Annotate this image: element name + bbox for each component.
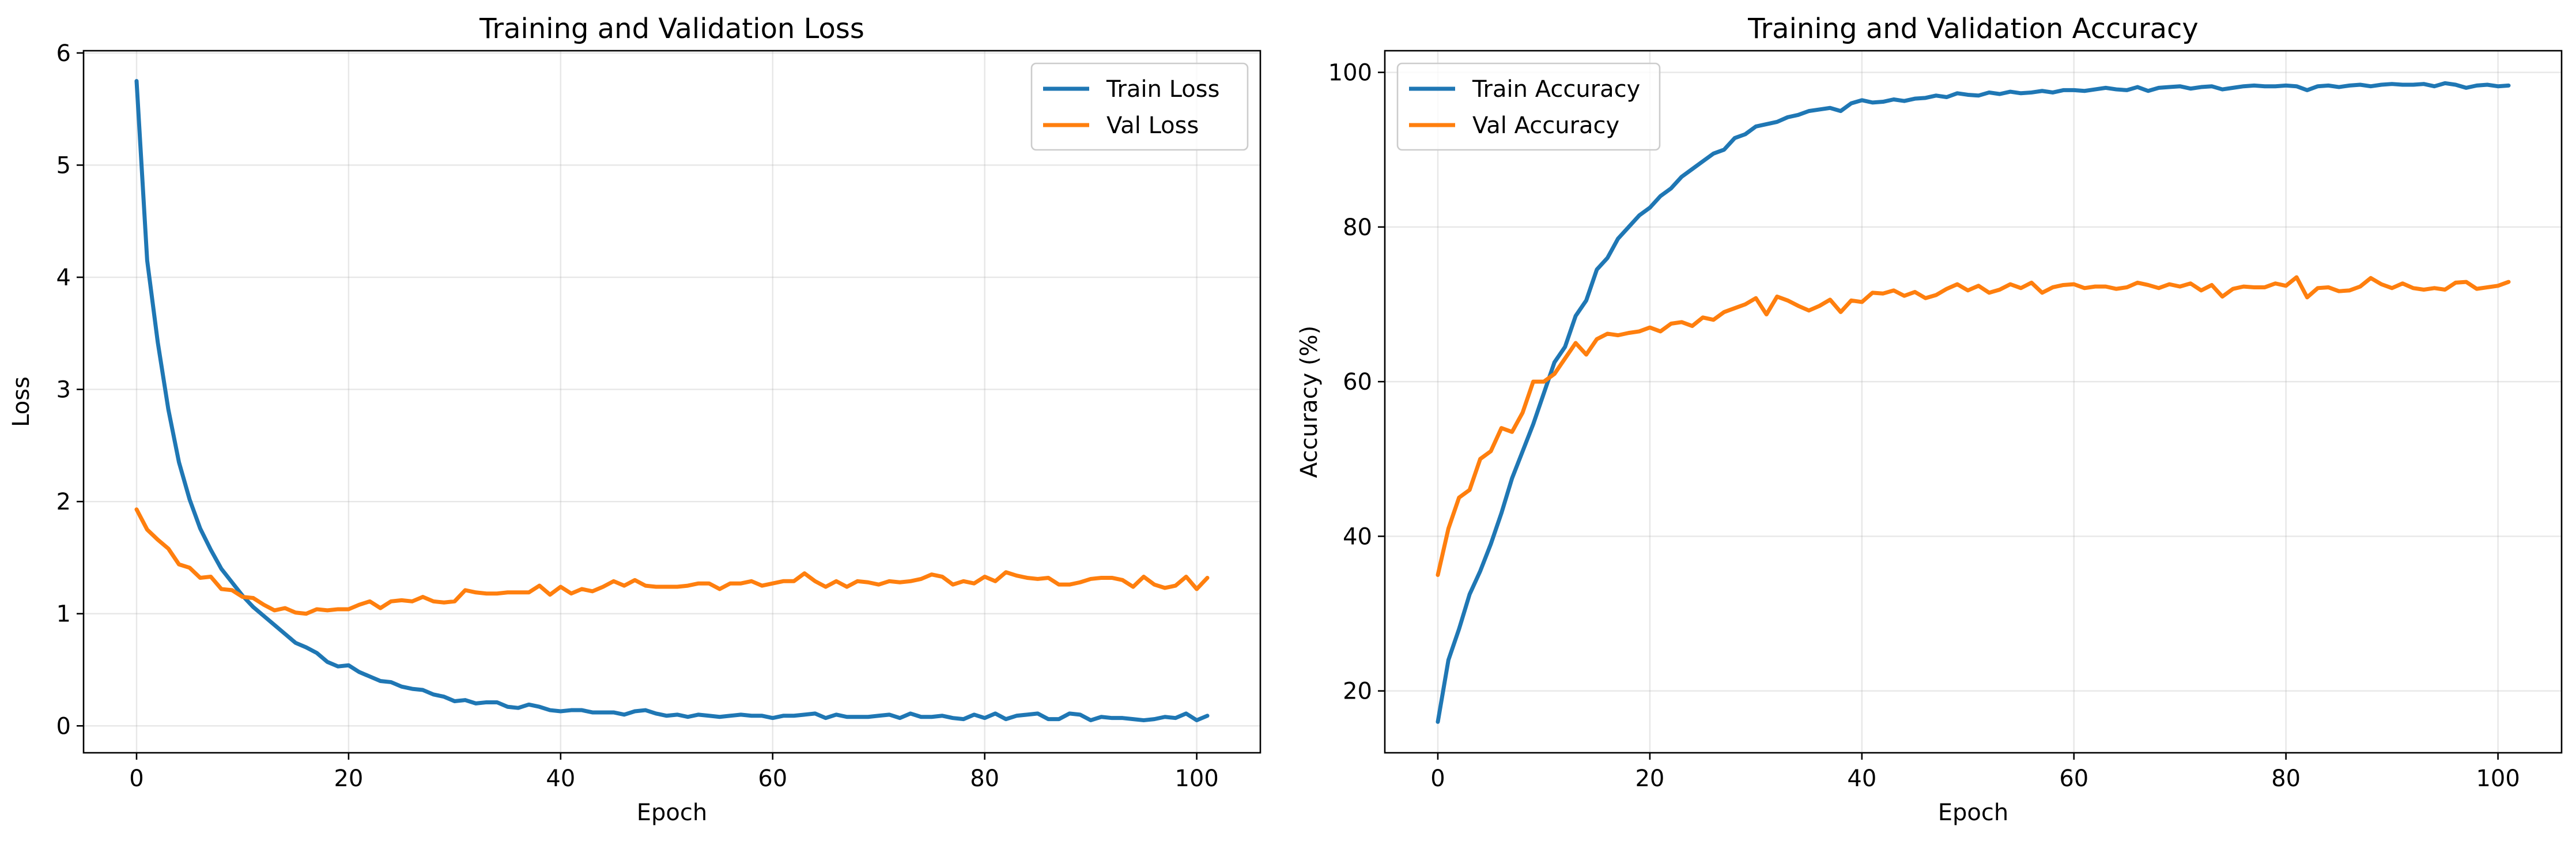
loss-legend-label: Val Loss — [1106, 112, 1199, 139]
accuracy-x-tick-label: 100 — [2476, 765, 2520, 792]
loss-x-tick-label: 60 — [758, 765, 787, 792]
accuracy-legend: Train Accuracy Val Accuracy — [1396, 62, 1661, 151]
loss-x-axis-label: Epoch — [637, 799, 707, 826]
loss-legend: Train Loss Val Loss — [1030, 62, 1249, 151]
loss-series-val-loss-line — [134, 507, 1210, 616]
accuracy-series-train-accuracy-line — [1436, 81, 2511, 724]
accuracy-y-tick-label: 20 — [1343, 678, 1372, 705]
accuracy-x-axis-label: Epoch — [1938, 799, 2008, 826]
accuracy-x-tick-label: 80 — [2271, 765, 2301, 792]
loss-y-tick-label: 2 — [56, 489, 71, 515]
loss-x-tick-label: 100 — [1174, 765, 1218, 792]
loss-legend-label: Train Loss — [1106, 76, 1219, 103]
accuracy-y-tick-label: 60 — [1343, 369, 1372, 395]
accuracy-legend-box — [1396, 62, 1661, 151]
accuracy-x-tick-label: 60 — [2059, 765, 2088, 792]
accuracy-series-val-accuracy-line — [1436, 275, 2511, 577]
loss-y-tick-label: 4 — [56, 265, 71, 291]
loss-plot-frame — [82, 50, 1261, 754]
accuracy-legend-label: Train Accuracy — [1472, 76, 1640, 103]
accuracy-legend-label: Val Accuracy — [1472, 112, 1619, 139]
accuracy-chart-panel: 0 20 40 60 80 100 20 40 60 80 100 Training and Vali… — [1296, 13, 2563, 826]
loss-x-tick-label: 0 — [129, 765, 143, 792]
accuracy-x-tick-label: 40 — [1847, 765, 1876, 792]
accuracy-y-tick-label: 80 — [1343, 214, 1372, 241]
loss-legend-box — [1030, 62, 1249, 151]
loss-x-tick-label: 20 — [334, 765, 363, 792]
loss-x-tick-label: 80 — [970, 765, 999, 792]
accuracy-y-tick-label: 40 — [1343, 523, 1372, 550]
loss-series-train-loss-line — [134, 79, 1210, 723]
accuracy-x-tick-label: 0 — [1430, 765, 1445, 792]
loss-y-tick-label: 5 — [56, 152, 71, 179]
accuracy-y-tick-label: 100 — [1328, 60, 1372, 86]
loss-chart-title: Training and Validation Loss — [479, 13, 864, 45]
loss-chart-panel: 0 20 40 60 80 100 0 1 2 3 4 5 6 Training and Validati… — [8, 13, 1261, 826]
loss-x-tick-label: 40 — [546, 765, 575, 792]
loss-y-tick-label: 0 — [56, 713, 71, 740]
accuracy-chart-title: Training and Validation Accuracy — [1747, 13, 2199, 45]
loss-y-tick-label: 1 — [56, 601, 71, 628]
loss-y-tick-label: 3 — [56, 377, 71, 403]
loss-y-tick-label: 6 — [56, 40, 71, 67]
accuracy-plot-frame — [1384, 50, 2563, 754]
accuracy-y-axis-label: Accuracy (%) — [1296, 326, 1323, 478]
loss-y-axis-label: Loss — [8, 376, 35, 427]
accuracy-x-tick-label: 20 — [1635, 765, 1664, 792]
